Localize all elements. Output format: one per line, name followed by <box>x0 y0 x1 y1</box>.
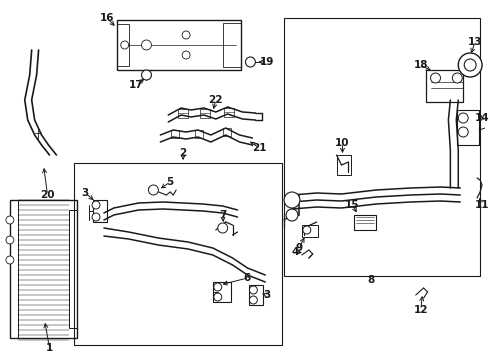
Bar <box>223 23 241 67</box>
Circle shape <box>464 59 476 71</box>
Circle shape <box>303 226 311 234</box>
Text: 12: 12 <box>414 305 428 315</box>
Circle shape <box>458 127 468 137</box>
Circle shape <box>458 53 482 77</box>
Bar <box>249 285 263 305</box>
Text: 17: 17 <box>129 80 144 90</box>
Bar <box>117 20 241 70</box>
Text: 5: 5 <box>167 177 174 187</box>
Circle shape <box>452 73 462 83</box>
Text: 16: 16 <box>99 13 114 23</box>
Circle shape <box>284 192 300 208</box>
Circle shape <box>214 293 221 301</box>
Text: 13: 13 <box>468 37 482 47</box>
Bar <box>178 109 188 118</box>
Circle shape <box>249 296 257 304</box>
Bar <box>10 200 77 338</box>
Circle shape <box>286 209 298 221</box>
Bar <box>69 210 77 328</box>
Text: 14: 14 <box>475 113 490 123</box>
Text: 1: 1 <box>46 343 53 353</box>
Text: 3: 3 <box>264 290 271 300</box>
Text: 19: 19 <box>260 57 274 67</box>
Circle shape <box>214 283 221 291</box>
Circle shape <box>431 73 441 83</box>
Text: 4: 4 <box>291 247 298 257</box>
Bar <box>200 109 210 118</box>
Text: 20: 20 <box>40 190 55 200</box>
Bar <box>223 128 231 136</box>
Text: 11: 11 <box>475 200 490 210</box>
Circle shape <box>458 113 468 123</box>
Bar <box>171 130 179 138</box>
Circle shape <box>245 57 255 67</box>
Bar <box>224 108 234 117</box>
Bar <box>426 70 463 102</box>
Bar <box>354 215 376 230</box>
Bar <box>302 225 318 237</box>
Text: 2: 2 <box>179 148 187 158</box>
Bar <box>117 24 129 66</box>
Text: 3: 3 <box>81 188 89 198</box>
Bar <box>74 163 282 345</box>
Bar <box>337 155 351 175</box>
Circle shape <box>218 223 228 233</box>
Circle shape <box>6 216 14 224</box>
Bar <box>195 130 203 138</box>
Bar <box>213 282 231 302</box>
Text: 7: 7 <box>219 210 226 220</box>
Text: 8: 8 <box>368 275 375 285</box>
Text: 22: 22 <box>209 95 223 105</box>
Bar <box>10 200 18 338</box>
Circle shape <box>121 41 129 49</box>
Bar <box>284 18 480 276</box>
Circle shape <box>249 286 257 294</box>
Text: 18: 18 <box>414 60 428 70</box>
Text: 10: 10 <box>335 138 350 148</box>
Text: 6: 6 <box>244 273 251 283</box>
Text: 9: 9 <box>295 243 302 253</box>
Bar <box>93 200 107 222</box>
Circle shape <box>182 31 190 39</box>
Text: 21: 21 <box>252 143 267 153</box>
Circle shape <box>92 213 100 221</box>
Circle shape <box>142 70 151 80</box>
Circle shape <box>92 201 100 209</box>
Circle shape <box>182 51 190 59</box>
Circle shape <box>148 185 158 195</box>
Circle shape <box>6 256 14 264</box>
Bar <box>457 110 479 145</box>
Text: 15: 15 <box>345 200 360 210</box>
Circle shape <box>6 236 14 244</box>
Circle shape <box>142 40 151 50</box>
